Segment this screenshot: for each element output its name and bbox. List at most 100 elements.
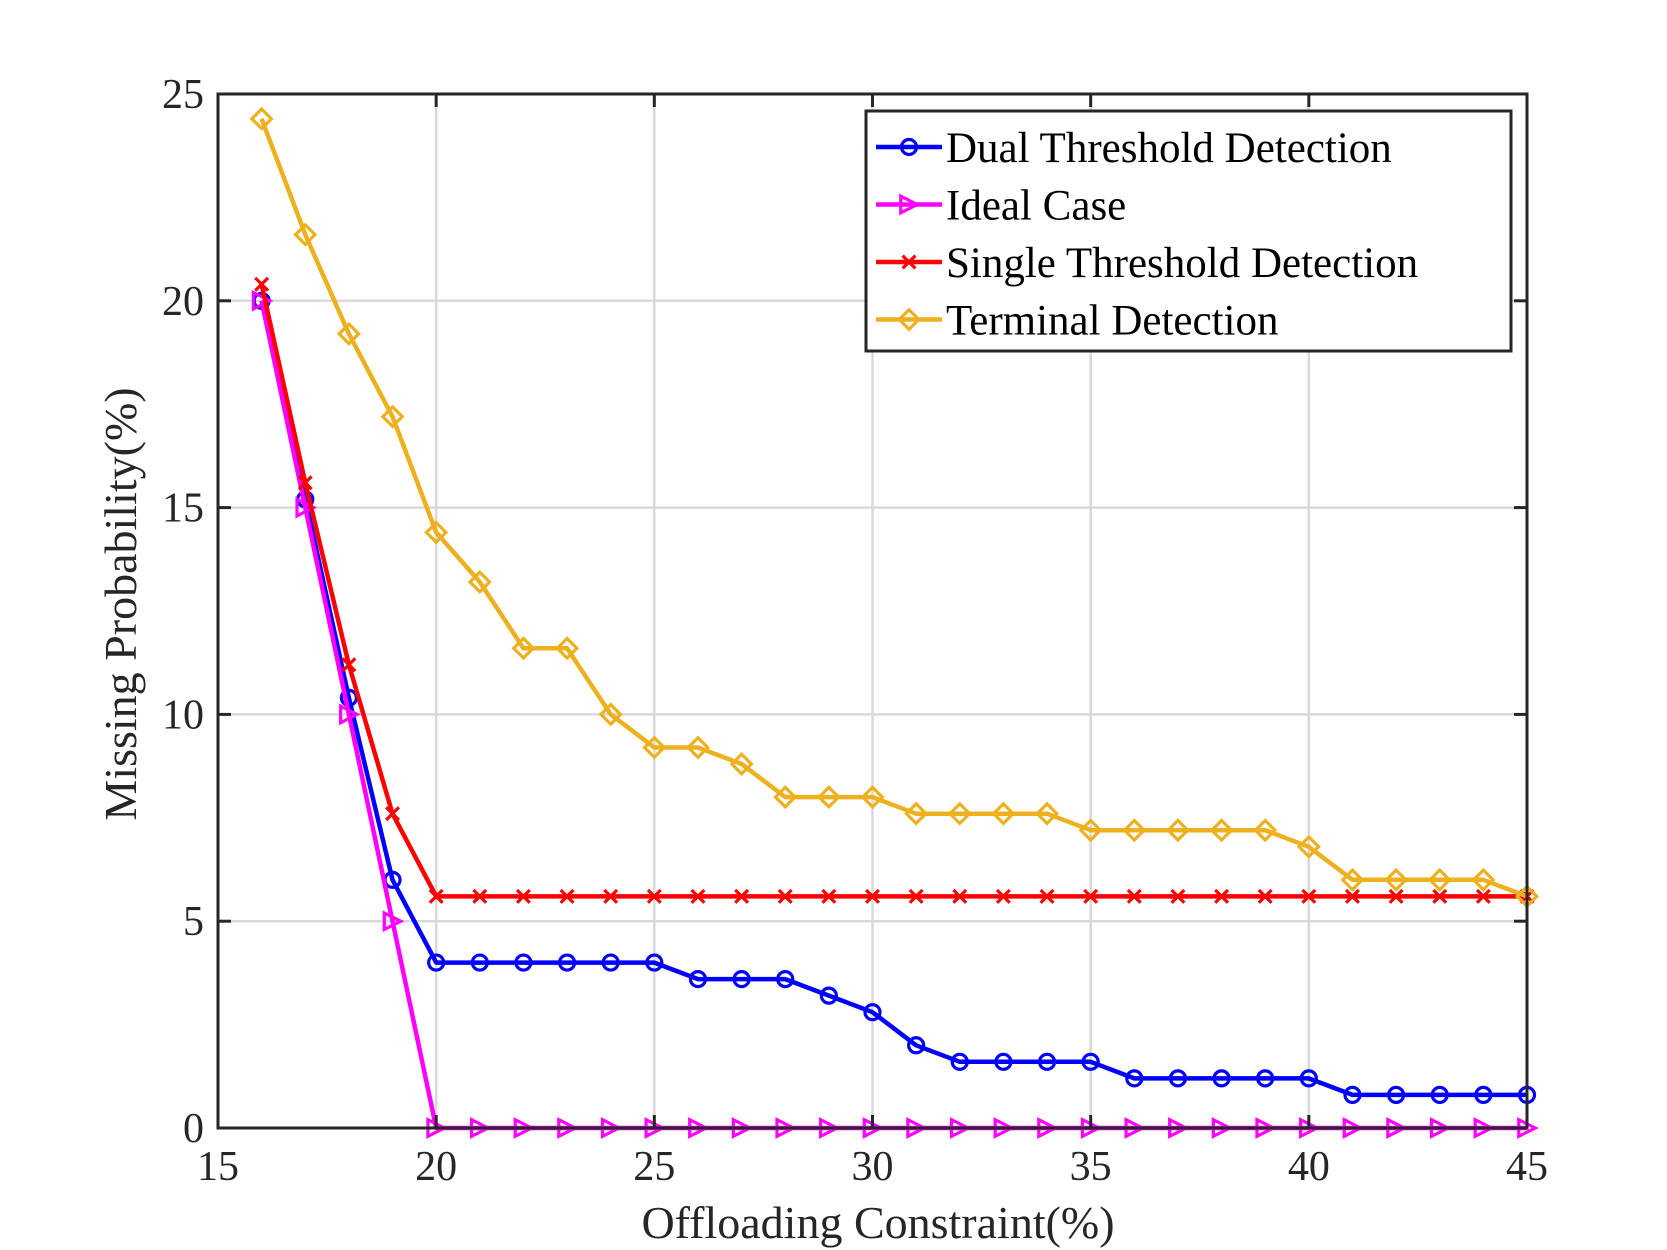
data-point xyxy=(380,404,405,429)
y-tick-label: 5 xyxy=(183,899,204,945)
series-3 xyxy=(249,106,1540,909)
data-point xyxy=(1256,1069,1275,1088)
data-point xyxy=(1083,888,1099,904)
data-point xyxy=(467,570,492,595)
x-axis-ticks: 15 20 25 30 35 40 45 xyxy=(197,94,1548,1190)
data-point xyxy=(688,970,708,989)
data-point xyxy=(901,254,917,270)
data-point xyxy=(863,1003,882,1022)
series-line xyxy=(259,118,1528,899)
data-point xyxy=(1214,888,1230,904)
data-point xyxy=(341,657,357,673)
data-point xyxy=(1344,888,1360,904)
x-tick-label: 15 xyxy=(197,1144,239,1190)
data-point xyxy=(382,910,405,933)
legend-item: Terminal Detection xyxy=(876,298,1279,345)
data-point xyxy=(472,888,488,904)
data-point xyxy=(1125,1069,1144,1088)
data-point xyxy=(1212,1069,1231,1088)
data-point xyxy=(511,636,536,661)
data-point xyxy=(1122,818,1147,843)
x-tick-label: 25 xyxy=(633,1144,675,1190)
data-point xyxy=(1253,818,1278,843)
data-point xyxy=(1037,1052,1057,1071)
x-tick-label: 35 xyxy=(1070,1144,1112,1190)
data-point xyxy=(899,193,921,216)
data-point xyxy=(773,785,798,810)
data-point xyxy=(428,888,444,904)
data-point xyxy=(1471,867,1496,892)
data-point xyxy=(1386,1085,1406,1105)
data-point xyxy=(293,222,318,247)
x-tick-label: 40 xyxy=(1288,1144,1330,1190)
data-point xyxy=(908,888,924,904)
data-point xyxy=(1299,1069,1318,1088)
data-point xyxy=(514,953,533,972)
data-point xyxy=(249,106,274,131)
data-point xyxy=(952,888,968,904)
data-point xyxy=(860,785,885,810)
data-point xyxy=(904,801,929,826)
data-point xyxy=(899,137,919,157)
legend-label: Ideal Case xyxy=(946,183,1126,230)
data-point xyxy=(645,953,664,972)
data-point xyxy=(776,970,795,989)
data-point xyxy=(685,735,710,760)
series-line xyxy=(259,283,1527,899)
data-point xyxy=(907,1036,926,1055)
y-tick-label: 25 xyxy=(162,72,204,118)
data-point xyxy=(950,1052,969,1071)
series-2 xyxy=(254,276,1535,904)
data-point xyxy=(1388,888,1404,904)
data-point xyxy=(734,888,750,904)
data-point xyxy=(642,735,667,760)
legend: Dual Threshold Detection Ideal Case Single… xyxy=(864,109,1513,353)
data-point xyxy=(777,888,793,904)
y-axis-ticks: 0 5 10 15 20 25 xyxy=(162,72,1527,1152)
data-point xyxy=(1081,1052,1100,1071)
data-point xyxy=(559,888,575,904)
data-point xyxy=(1078,818,1103,843)
data-point xyxy=(864,888,881,904)
y-tick-label: 10 xyxy=(162,692,204,738)
data-point xyxy=(995,888,1011,904)
data-point xyxy=(1039,888,1055,904)
x-tick-label: 20 xyxy=(415,1144,457,1190)
data-point xyxy=(1432,888,1448,904)
series-line xyxy=(259,300,1527,1098)
legend-label: Dual Threshold Detection xyxy=(946,125,1392,172)
data-point xyxy=(1427,867,1452,892)
data-point xyxy=(1165,818,1190,843)
data-point xyxy=(1170,888,1186,904)
data-point xyxy=(1126,888,1142,904)
x-tick-label: 45 xyxy=(1506,1144,1548,1190)
data-point xyxy=(1257,888,1273,904)
y-axis-title: Missing Probability(%) xyxy=(95,387,146,820)
data-point xyxy=(427,953,446,972)
data-point xyxy=(598,702,623,727)
series-0 xyxy=(252,291,1537,1105)
data-point xyxy=(821,888,837,904)
data-point xyxy=(1340,867,1365,892)
legend-item: Single Threshold Detection xyxy=(876,240,1418,287)
data-point xyxy=(470,953,489,972)
y-tick-label: 0 xyxy=(183,1106,204,1152)
data-point xyxy=(339,703,361,726)
data-point xyxy=(1035,801,1060,826)
data-point xyxy=(555,636,580,661)
x-axis-title: Offloading Constraint(%) xyxy=(641,1197,1114,1248)
legend-box xyxy=(864,109,1513,353)
data-point xyxy=(251,289,274,312)
data-point xyxy=(603,888,619,904)
data-point xyxy=(1209,818,1234,843)
data-point xyxy=(385,806,401,822)
data-point xyxy=(1474,1085,1493,1105)
legend-item: Ideal Case xyxy=(876,183,1126,230)
data-point xyxy=(732,970,751,989)
data-point xyxy=(994,1052,1013,1071)
data-point xyxy=(515,888,531,904)
data-point xyxy=(601,953,620,972)
data-point xyxy=(1168,1069,1188,1088)
data-point xyxy=(1296,834,1321,859)
